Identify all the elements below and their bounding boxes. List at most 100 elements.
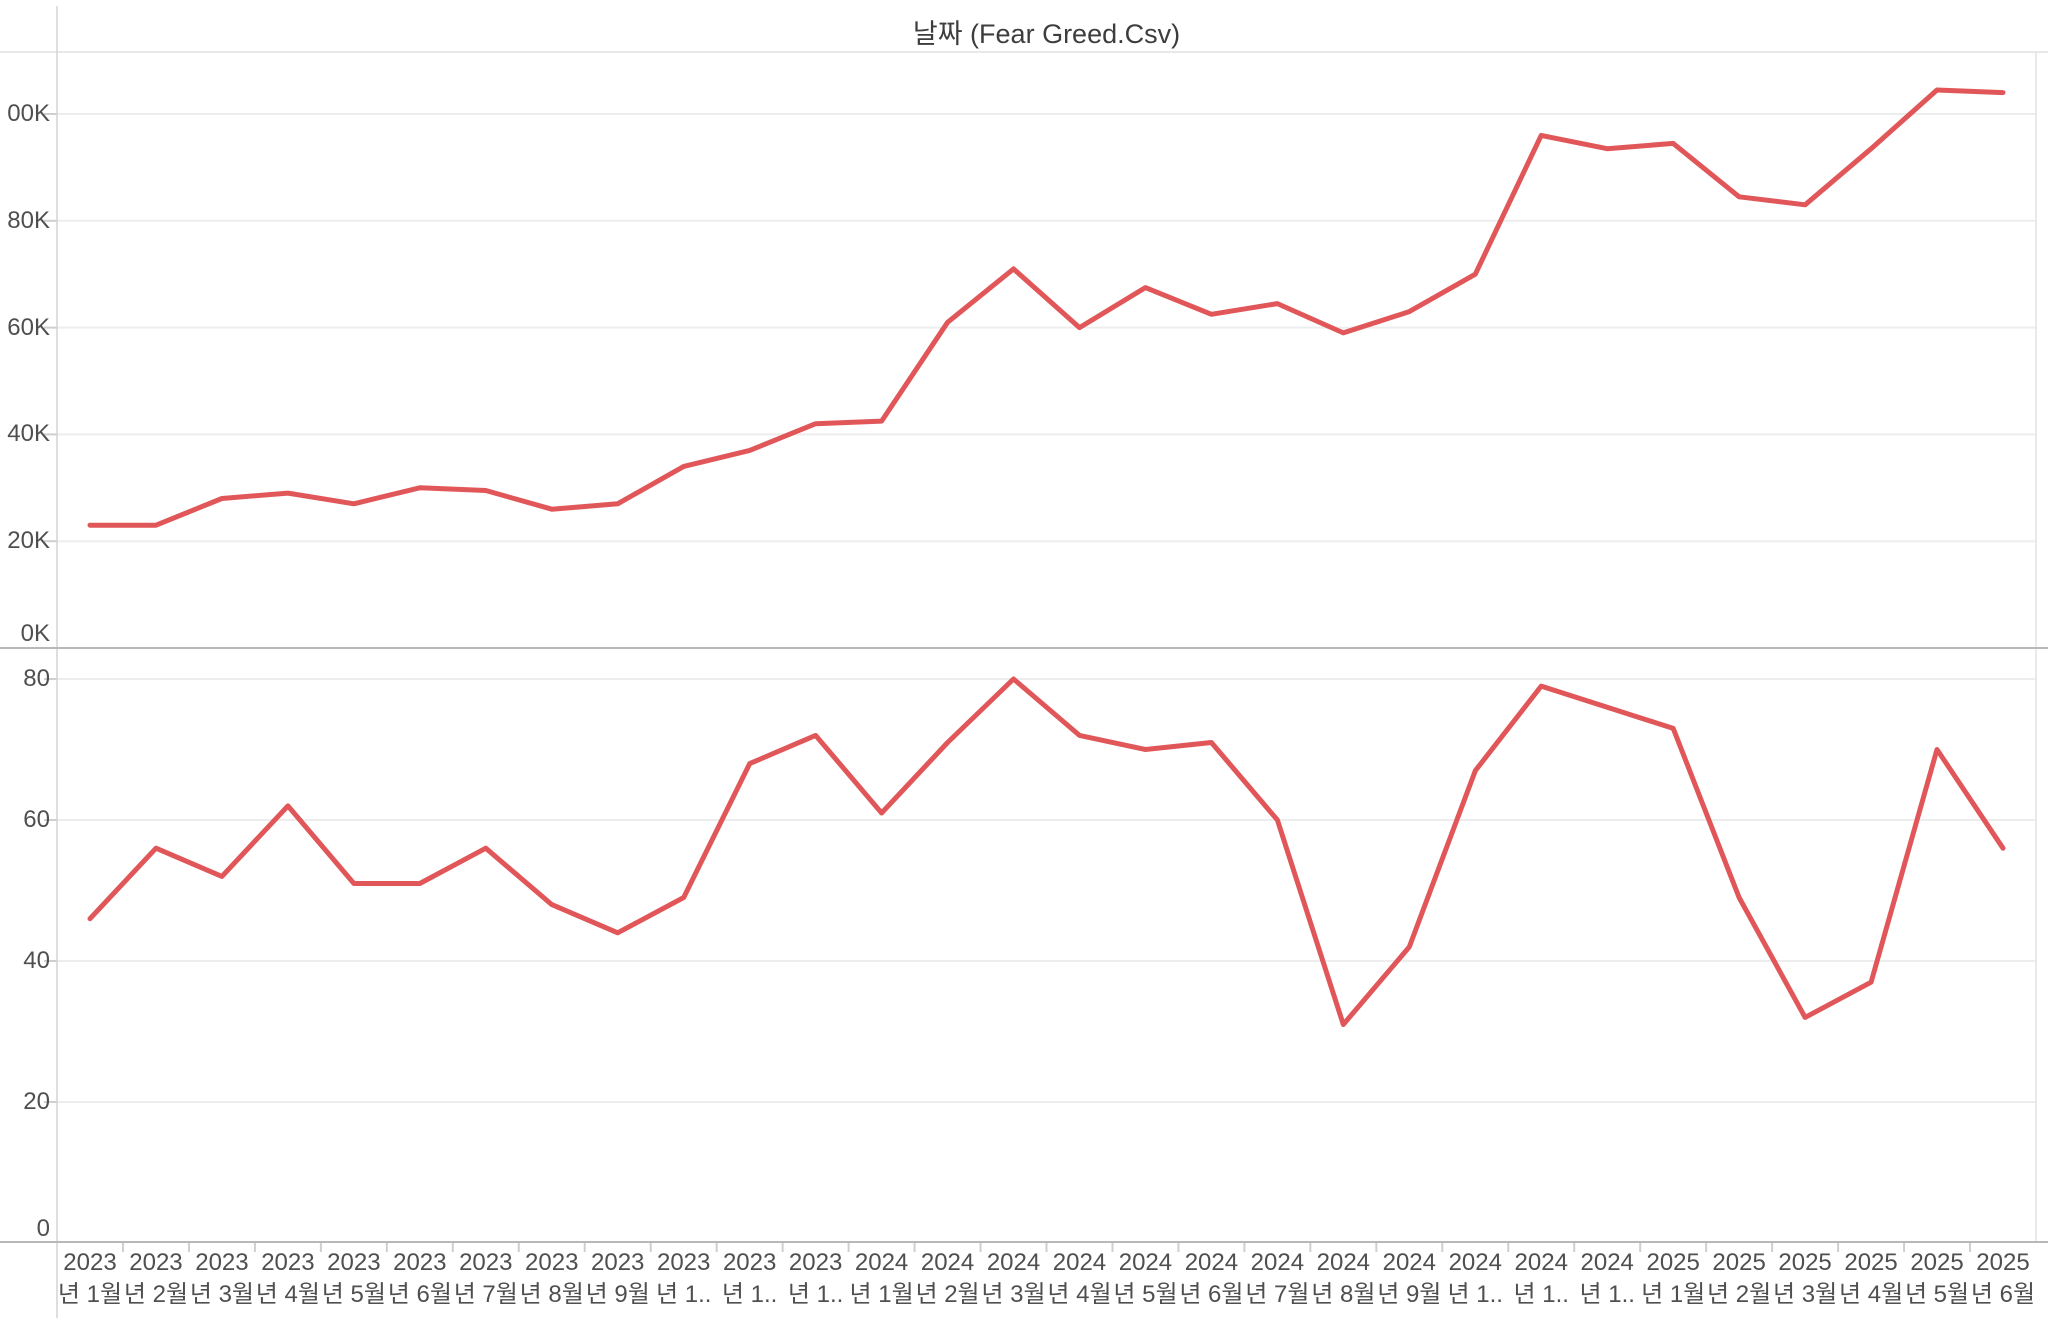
y-tick-label: 80 (23, 665, 50, 692)
x-tick-month: 년 5월 (1113, 1281, 1178, 1308)
x-tick-label: 2023 년 5월 (319, 1247, 389, 1311)
x-tick-year: 2024 (1382, 1249, 1436, 1276)
x-tick-label: 2024 년 1.. (1440, 1247, 1510, 1311)
x-tick-month: 년 2월 (1707, 1281, 1772, 1308)
x-tick-month: 년 6월 (387, 1281, 452, 1308)
x-tick-label: 2023 년 7월 (451, 1247, 521, 1311)
x-tick-year: 2025 (1844, 1249, 1898, 1276)
x-tick-month: 년 3월 (981, 1281, 1046, 1308)
y-tick-label: 0 (36, 1215, 50, 1242)
x-tick-month: 년 1.. (1579, 1281, 1635, 1308)
x-tick-month: 년 3월 (189, 1281, 255, 1308)
x-tick-label: 2024 년 6월 (1176, 1247, 1246, 1311)
x-tick-label: 2024 년 1.. (1506, 1247, 1576, 1311)
x-tick-month: 년 1월 (1641, 1281, 1706, 1308)
x-tick-month: 년 5월 (1904, 1281, 1970, 1308)
x-tick-month: 년 9월 (1377, 1281, 1442, 1308)
x-tick-label: 2023 년 8월 (517, 1247, 587, 1311)
x-tick-label: 2025 년 1월 (1638, 1247, 1708, 1311)
x-tick-year: 2024 (920, 1249, 975, 1276)
x-tick-year: 2024 (1514, 1249, 1568, 1276)
x-tick-year: 2024 (1250, 1249, 1305, 1276)
y-tick-label: 20 (23, 1088, 50, 1115)
x-tick-year: 2023 (327, 1249, 381, 1276)
x-tick-year: 2024 (1448, 1249, 1502, 1276)
x-tick-label: 2024 년 1월 (847, 1247, 917, 1311)
x-tick-year: 2024 (1184, 1249, 1239, 1276)
x-tick-month: 년 1.. (721, 1281, 778, 1308)
x-tick-label: 2024 년 2월 (913, 1247, 983, 1311)
x-tick-year: 2023 (261, 1249, 315, 1276)
x-tick-label: 2023 년 2월 (121, 1247, 191, 1311)
x-tick-month: 년 2월 (123, 1281, 189, 1308)
x-tick-label: 2023 년 1.. (715, 1247, 785, 1311)
x-tick-year: 2025 (1712, 1249, 1766, 1276)
x-tick-month: 년 1.. (1447, 1281, 1503, 1308)
x-tick-year: 2023 (591, 1249, 645, 1276)
x-tick-year: 2023 (63, 1249, 117, 1276)
x-tick-label: 2025 년 3월 (1770, 1247, 1840, 1311)
chart-title: 날짜 (Fear Greed.Csv) (912, 19, 1181, 49)
x-tick-year: 2025 (1910, 1249, 1964, 1276)
x-tick-label: 2024 년 4월 (1044, 1247, 1114, 1311)
x-tick-year: 2023 (722, 1249, 777, 1276)
x-tick-label: 2024 년 8월 (1308, 1247, 1378, 1311)
price-line (87, 87, 2006, 528)
x-tick-month: 년 2월 (915, 1281, 980, 1308)
x-tick-month: 년 4월 (255, 1281, 320, 1308)
x-tick-year: 2024 (1052, 1249, 1107, 1276)
x-tick-year: 2025 (1778, 1249, 1832, 1276)
x-tick-year: 2023 (788, 1249, 843, 1276)
x-tick-month: 년 8월 (519, 1281, 584, 1308)
x-tick-month: 년 1.. (655, 1281, 712, 1308)
x-tick-month: 년 1월 (849, 1281, 914, 1308)
x-tick-month: 년 5월 (321, 1281, 386, 1308)
x-tick-year: 2024 (1118, 1249, 1173, 1276)
y-tick-label: 40K (7, 420, 50, 448)
x-tick-label: 2024 년 3월 (979, 1247, 1049, 1311)
x-tick-year: 2023 (129, 1249, 183, 1276)
x-tick-month: 년 4월 (1838, 1281, 1904, 1308)
x-tick-month: 년 6월 (1970, 1281, 2036, 1308)
y-tick-label: 80K (7, 206, 50, 234)
x-tick-label: 2023 년 6월 (385, 1247, 455, 1311)
x-tick-label: 2023 년 1.. (781, 1247, 851, 1311)
x-tick-year: 2024 (986, 1249, 1041, 1276)
y-tick-label: 00K (7, 100, 50, 127)
x-tick-year: 2023 (459, 1249, 513, 1276)
x-tick-label: 2024 년 7월 (1242, 1247, 1312, 1311)
y-tick-label: 20K (7, 527, 50, 555)
x-tick-month: 년 4월 (1047, 1281, 1112, 1308)
y-tick-label: 40 (23, 947, 50, 974)
y-tick-label: 60 (23, 806, 50, 833)
x-tick-month: 년 8월 (1311, 1281, 1376, 1308)
x-tick-label: 2025 년 4월 (1836, 1247, 1906, 1311)
x-tick-year: 2024 (1580, 1249, 1634, 1276)
x-tick-label: 2025 년 2월 (1704, 1247, 1774, 1311)
x-tick-month: 년 1.. (1513, 1281, 1569, 1308)
x-tick-month: 년 7월 (1245, 1281, 1310, 1308)
x-tick-year: 2025 (1646, 1249, 1700, 1276)
x-tick-label: 2023 년 3월 (187, 1247, 257, 1311)
x-tick-label: 2024 년 1.. (1572, 1247, 1642, 1311)
x-tick-year: 2024 (854, 1249, 909, 1276)
x-tick-label: 2024 년 9월 (1374, 1247, 1444, 1311)
y-tick-label: 0K (20, 620, 50, 647)
x-tick-month: 년 1월 (57, 1281, 123, 1308)
x-tick-year: 2023 (656, 1249, 711, 1276)
x-tick-label: 2025 년 5월 (1902, 1247, 1972, 1311)
x-tick-label: 2023 년 4월 (253, 1247, 323, 1311)
x-tick-label: 2023 년 9월 (583, 1247, 653, 1311)
x-tick-year: 2023 (393, 1249, 447, 1276)
y-tick-label: 60K (7, 313, 50, 341)
x-tick-month: 년 9월 (585, 1281, 650, 1308)
x-tick-year: 2024 (1316, 1249, 1371, 1276)
x-tick-month: 년 3월 (1773, 1281, 1838, 1308)
x-tick-year: 2023 (525, 1249, 579, 1276)
x-tick-month: 년 1.. (787, 1281, 844, 1308)
x-tick-month: 년 6월 (1179, 1281, 1244, 1308)
x-tick-label: 2025 년 6월 (1968, 1247, 2038, 1311)
fear-greed-line (87, 676, 2006, 1027)
